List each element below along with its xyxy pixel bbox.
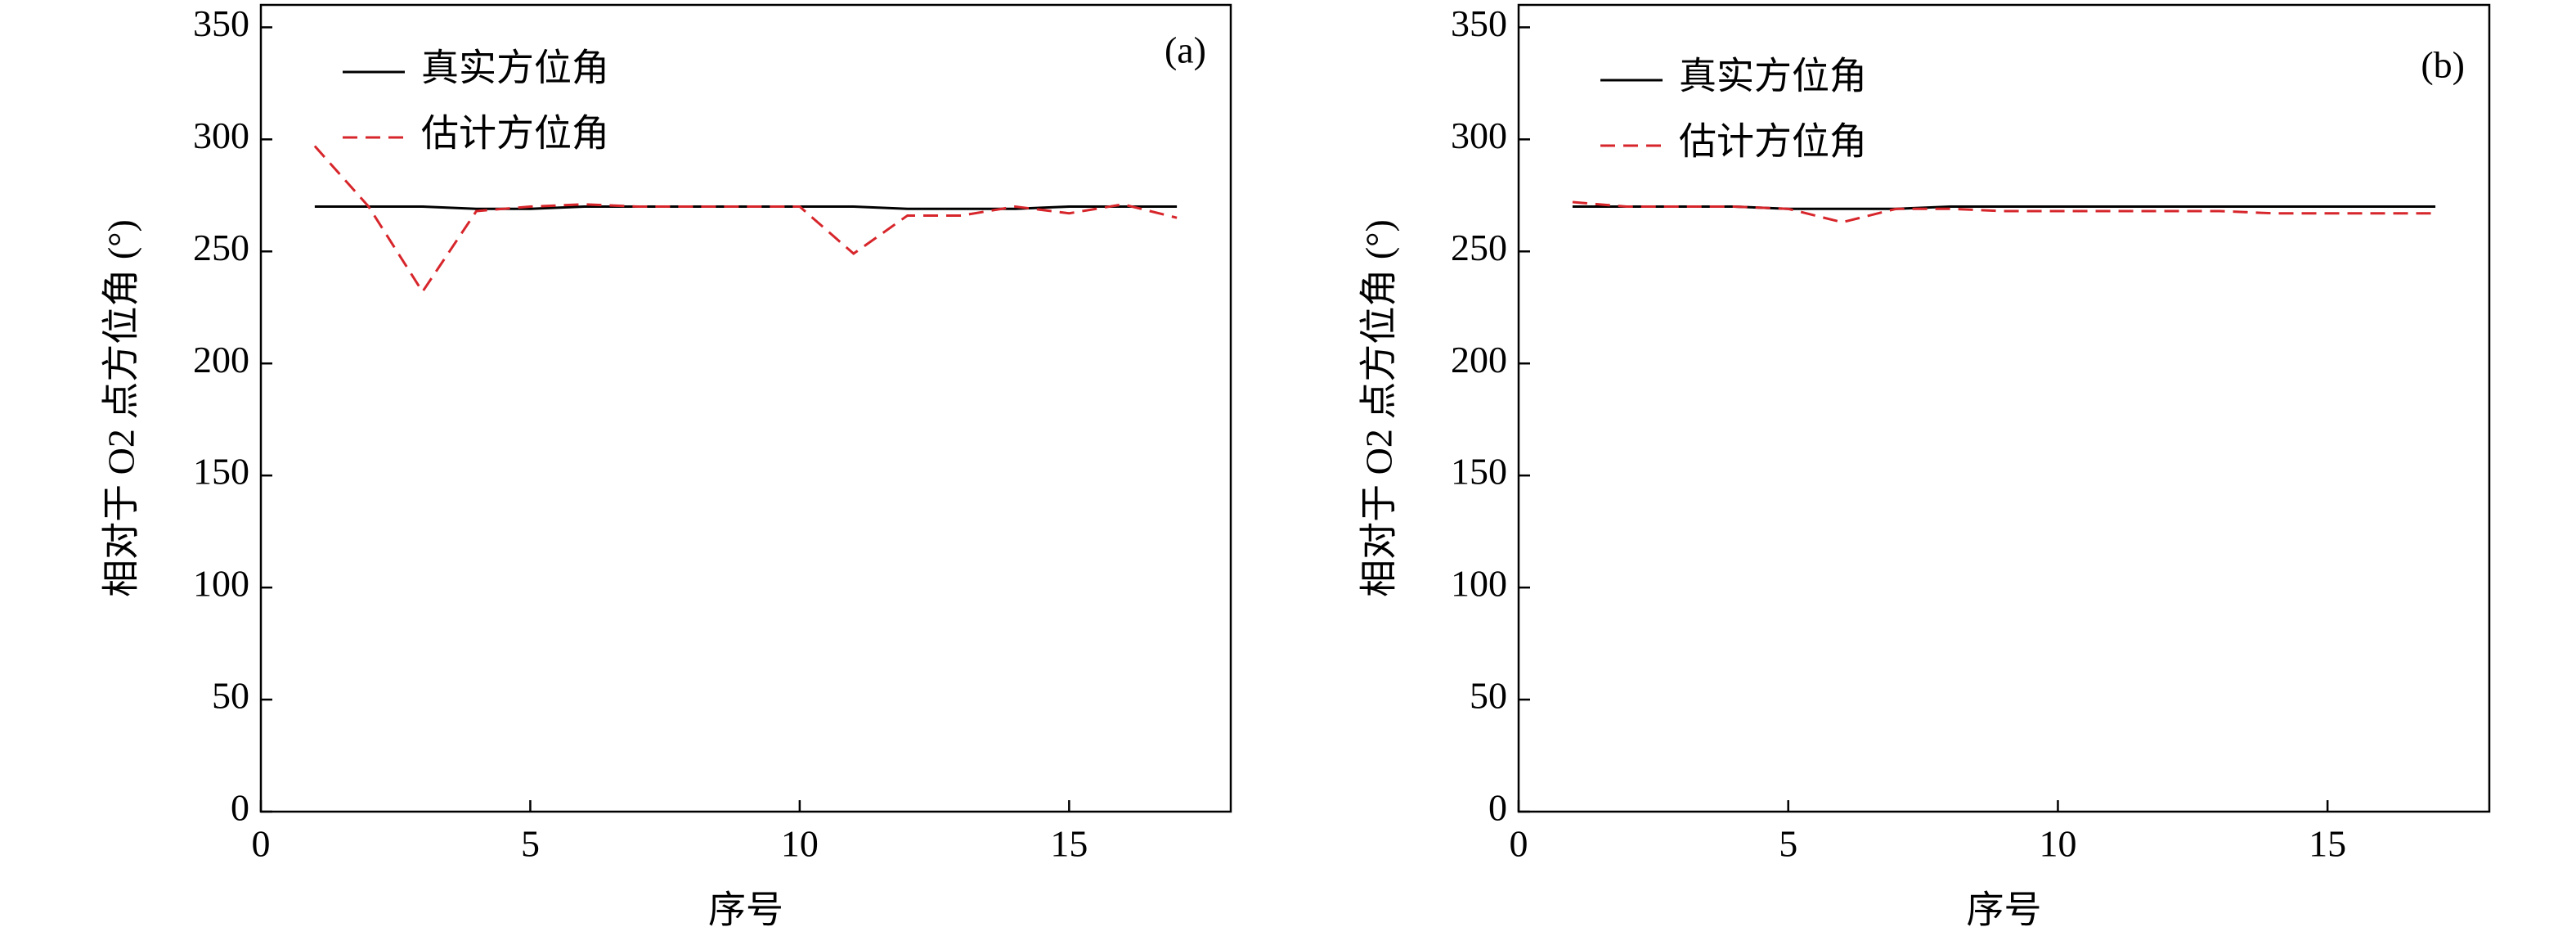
x-tick-label: 10 (781, 823, 819, 865)
y-tick-label: 250 (1451, 227, 1507, 268)
legend-label: 估计方位角 (1679, 121, 1867, 163)
x-axis-label: 序号 (708, 889, 783, 931)
x-tick-label: 0 (1510, 823, 1528, 865)
y-tick-label: 350 (1451, 2, 1507, 44)
x-tick-label: 0 (252, 823, 271, 865)
x-tick-label: 15 (2309, 823, 2346, 865)
y-tick-label: 200 (193, 339, 249, 380)
legend-label: 真实方位角 (421, 47, 609, 89)
data-line (313, 145, 1178, 295)
y-tick-label: 250 (193, 227, 249, 268)
y-tick-label: 0 (1488, 787, 1507, 829)
y-tick-label: 300 (1451, 115, 1507, 156)
y-tick-label: 100 (193, 563, 249, 605)
plot-frame (259, 3, 1232, 813)
y-tick-label: 150 (193, 451, 249, 493)
data-line (314, 205, 1178, 210)
y-tick-label: 100 (1451, 563, 1507, 605)
y-tick-label: 200 (1451, 339, 1507, 380)
legend-label: 真实方位角 (1679, 56, 1867, 97)
panel-label: (a) (1165, 29, 1206, 71)
x-tick-label: 15 (1050, 823, 1088, 865)
plot-frame (1517, 3, 2491, 813)
y-tick-label: 350 (193, 2, 249, 44)
y-tick-label: 300 (193, 115, 249, 156)
x-axis-label: 序号 (1967, 889, 2042, 931)
y-tick-label: 0 (231, 787, 249, 829)
x-tick-label: 5 (521, 823, 540, 865)
y-axis-label: 相对于 O2 点方位角 (°) (101, 219, 142, 597)
y-tick-label: 50 (1470, 675, 1507, 717)
x-tick-label: 10 (2039, 823, 2076, 865)
x-tick-label: 5 (1779, 823, 1797, 865)
legend-label: 估计方位角 (421, 113, 609, 155)
panel-label: (b) (2421, 44, 2465, 86)
y-axis-label: 相对于 O2 点方位角 (°) (1358, 219, 1400, 597)
data-line (1572, 205, 2436, 210)
y-tick-label: 50 (212, 675, 249, 717)
data-line (1572, 200, 2436, 224)
y-tick-label: 150 (1451, 451, 1507, 493)
